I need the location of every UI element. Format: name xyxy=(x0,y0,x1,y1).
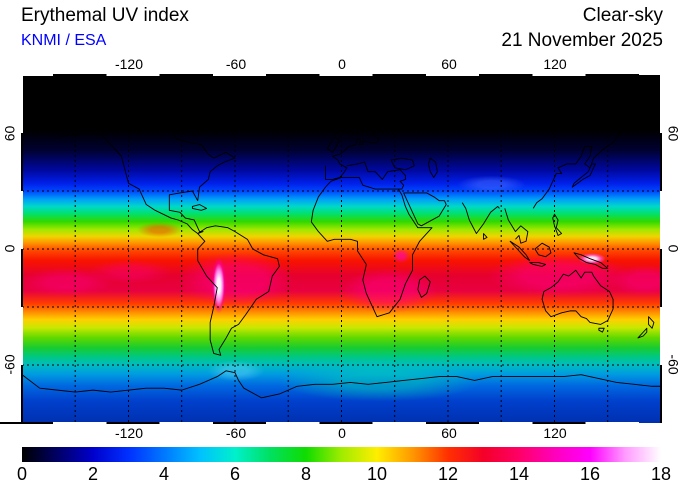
lon-tick-label-bottom: 120 xyxy=(543,425,567,441)
graticule-grid xyxy=(22,75,661,423)
date-label: 21 November 2025 xyxy=(501,30,663,51)
colorbar-tick-label: 12 xyxy=(437,464,459,484)
colorbar-tick-label: 4 xyxy=(158,464,169,484)
colorbar-tick-label: 10 xyxy=(366,464,388,484)
coastlines xyxy=(22,90,661,397)
lat-tick-label-right: -60 xyxy=(665,354,682,375)
colorbar-gradient xyxy=(22,447,661,462)
lon-tick-label-top: 60 xyxy=(441,56,457,72)
map-frame-left xyxy=(21,75,23,423)
colorbar-tick-label: 6 xyxy=(229,464,240,484)
lon-tick-label-top: 120 xyxy=(543,56,567,72)
lon-tick-label-top: -120 xyxy=(114,56,144,72)
map-frame-top xyxy=(0,74,639,76)
lon-tick-label-bottom: 60 xyxy=(441,425,457,441)
lon-tick-label-top: 0 xyxy=(338,56,346,72)
lat-tick-label-right: 0 xyxy=(665,244,682,253)
lat-tick-label-right: 60 xyxy=(665,125,682,142)
lon-tick-label-bottom: -120 xyxy=(114,425,144,441)
colorbar-tick-label: 0 xyxy=(16,464,27,484)
data-source-label: KNMI / ESA xyxy=(21,32,107,49)
colorbar-tick-label: 8 xyxy=(300,464,311,484)
colorbar-tick-label: 16 xyxy=(579,464,601,484)
coastline-grid-overlay xyxy=(22,75,661,423)
lon-tick-label-bottom: -60 xyxy=(225,425,247,441)
lon-tick-label-top: -60 xyxy=(225,56,247,72)
colorbar-tick-label: 18 xyxy=(650,464,672,484)
sky-condition-label: Clear-sky xyxy=(582,5,663,26)
map-frame-bottom xyxy=(0,422,639,424)
page-title: Erythemal UV index xyxy=(21,5,189,26)
map-frame-right xyxy=(660,75,662,423)
colorbar-tick-label: 2 xyxy=(87,464,98,484)
lat-tick-label-left: -60 xyxy=(1,354,18,375)
colorbar-tick-label: 14 xyxy=(508,464,530,484)
world-uv-map xyxy=(22,75,661,423)
lat-tick-label-left: 0 xyxy=(1,244,18,253)
lon-tick-label-bottom: 0 xyxy=(338,425,346,441)
lat-tick-label-left: 60 xyxy=(1,125,18,142)
